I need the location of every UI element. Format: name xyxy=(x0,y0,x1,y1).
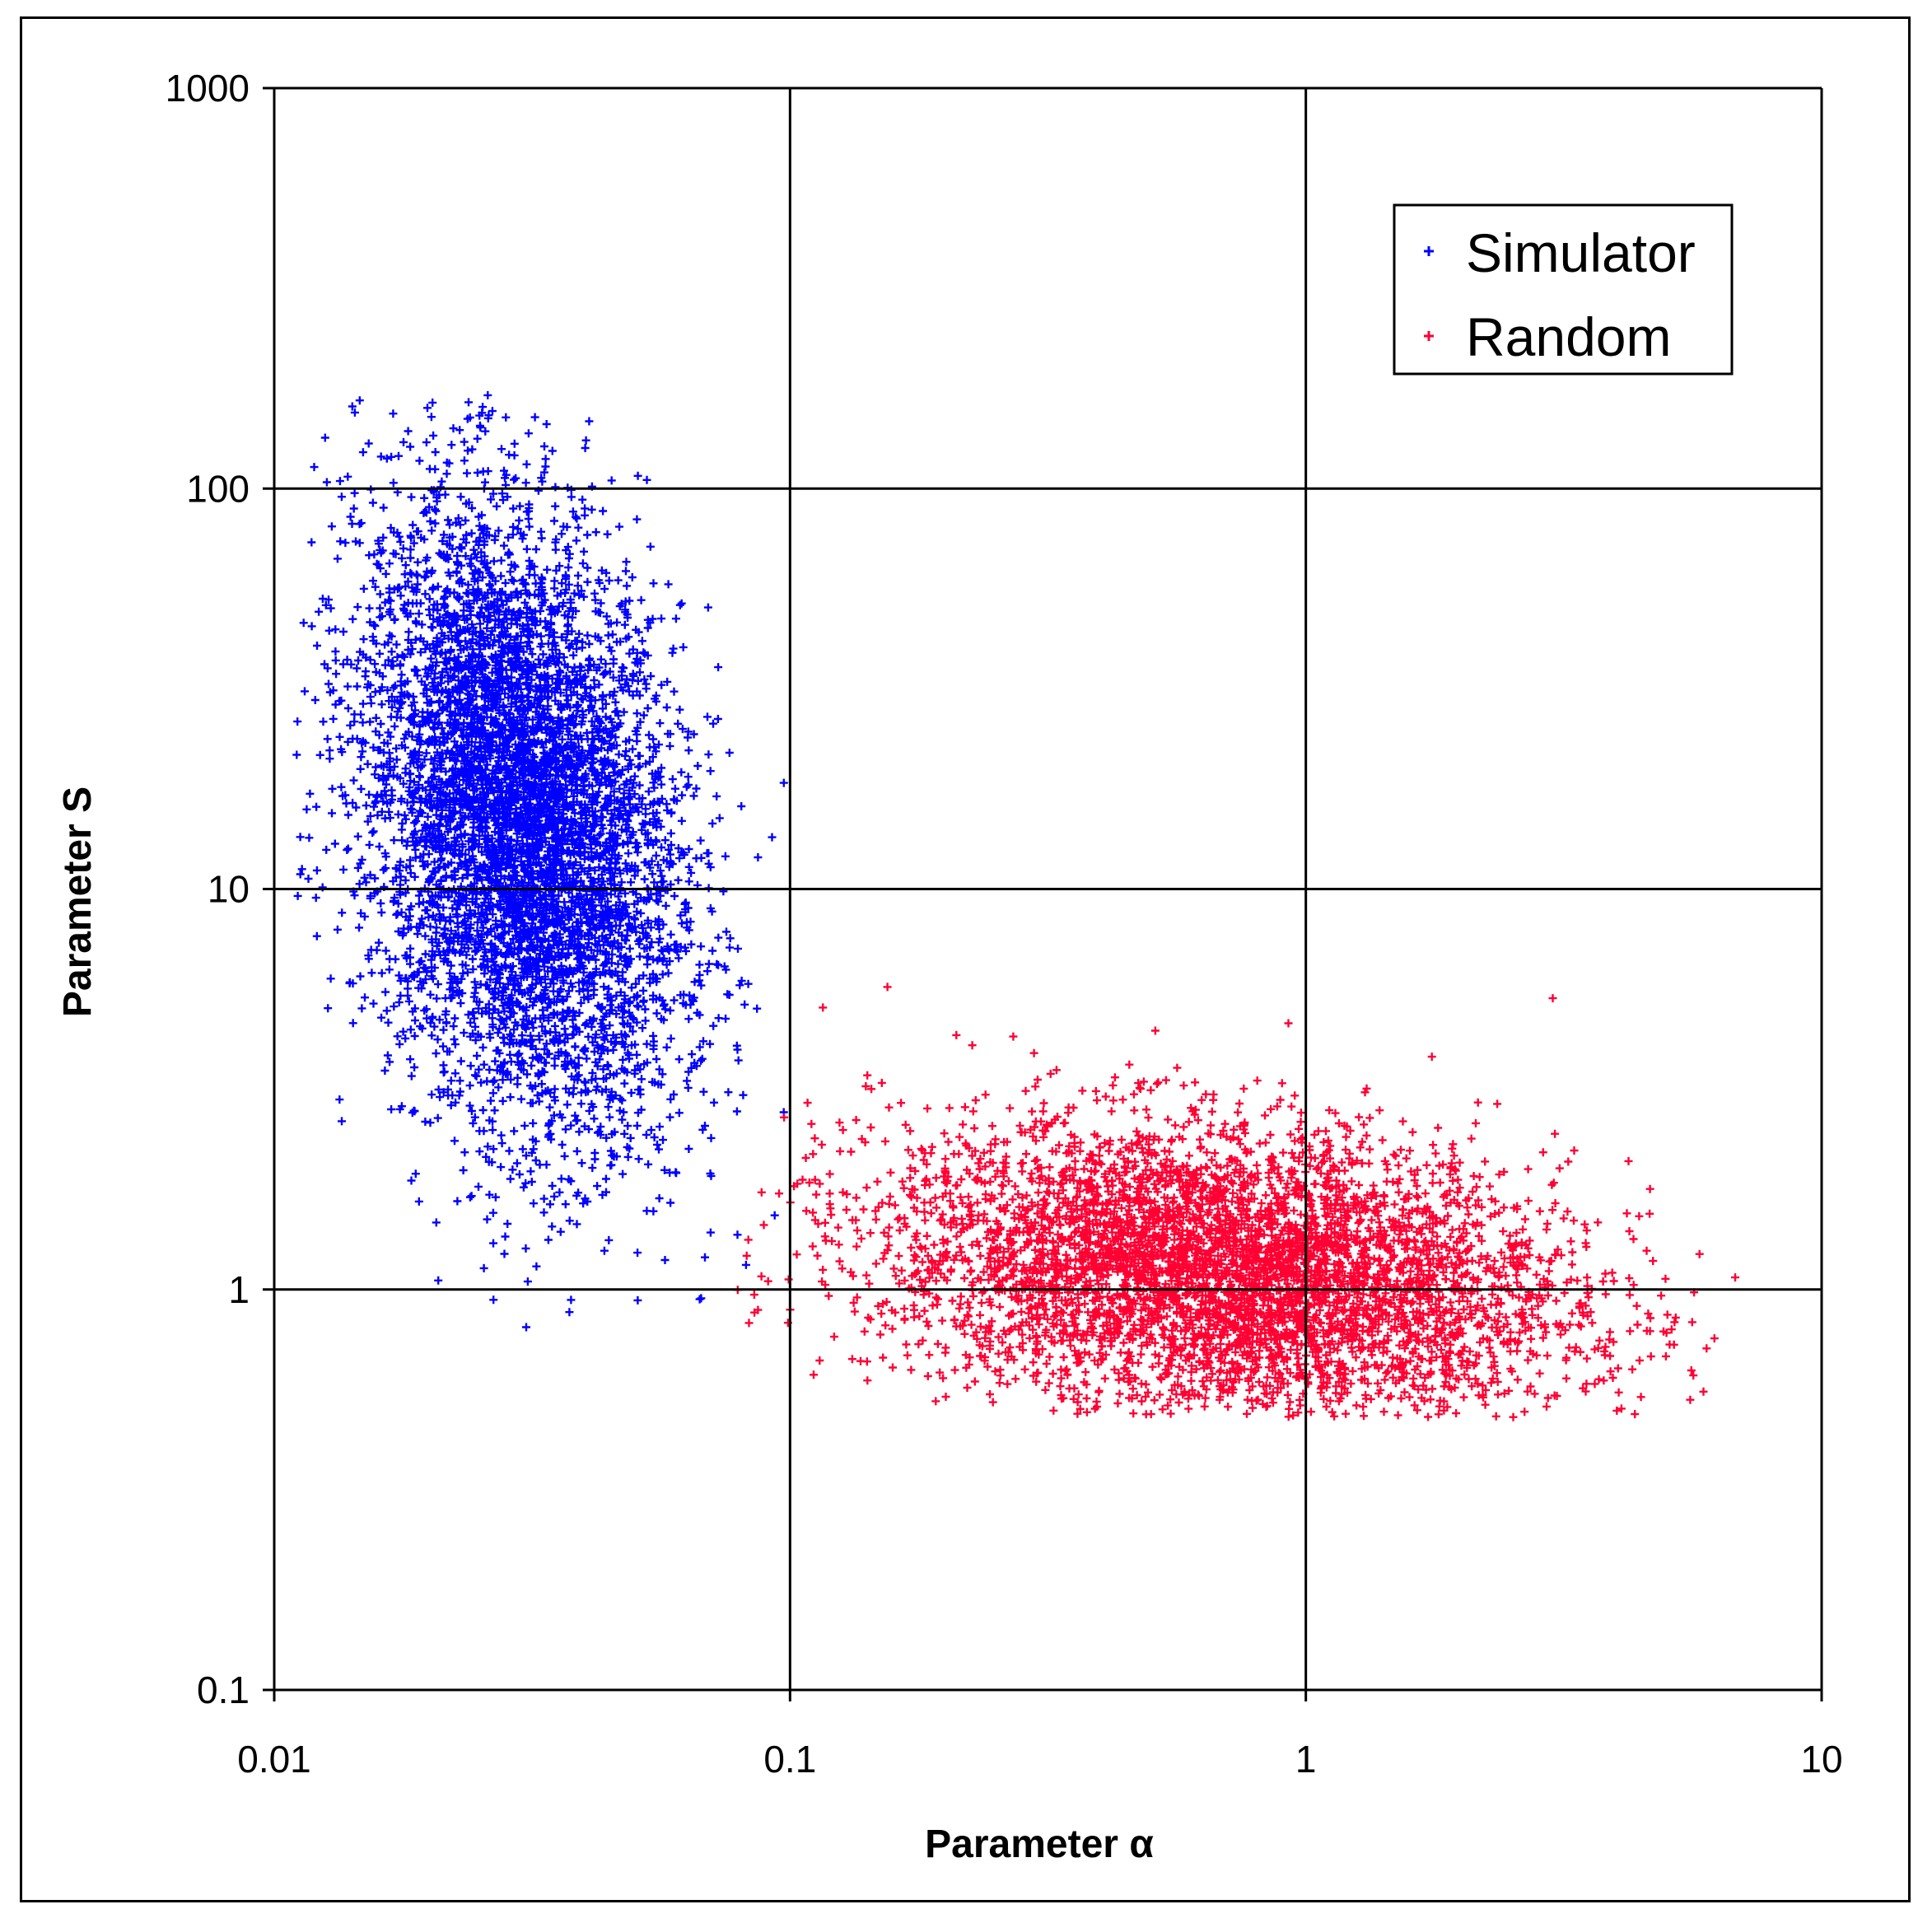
tick-layer: 0.01 0.1 1 10 0.1 1 10 100 1000 xyxy=(166,67,1843,1781)
legend: Simulator Random xyxy=(1393,203,1734,376)
y-tick-label: 1 xyxy=(228,1268,250,1311)
y-tick-label: 1000 xyxy=(166,67,250,110)
x-tick-label: 1 xyxy=(1295,1738,1317,1781)
x-tick-label: 0.01 xyxy=(237,1738,311,1781)
data-points-simulator xyxy=(292,390,788,1332)
legend-plus-marker xyxy=(1424,331,1434,341)
legend-plus-marker xyxy=(1424,246,1434,256)
series-random xyxy=(733,983,1739,1421)
legend-label-simulator: Simulator xyxy=(1466,222,1696,283)
y-tick-label: 10 xyxy=(208,868,250,911)
grid-layer xyxy=(263,86,1823,1701)
y-axis-title: Parameter S xyxy=(56,786,100,1017)
series-simulator xyxy=(292,390,788,1332)
y-tick-label: 0.1 xyxy=(197,1669,250,1711)
x-tick-label: 0.1 xyxy=(763,1738,816,1781)
legend-box xyxy=(1393,203,1734,376)
data-points-random xyxy=(733,983,1739,1421)
y-tick-label: 100 xyxy=(186,467,250,510)
x-axis-title: Parameter α xyxy=(925,1823,1154,1866)
legend-marker-simulator xyxy=(1424,246,1434,256)
points-layer xyxy=(292,390,1739,1421)
legend-label-random: Random xyxy=(1466,306,1671,367)
x-tick-label: 10 xyxy=(1800,1738,1842,1781)
legend-marker-random xyxy=(1424,331,1434,341)
